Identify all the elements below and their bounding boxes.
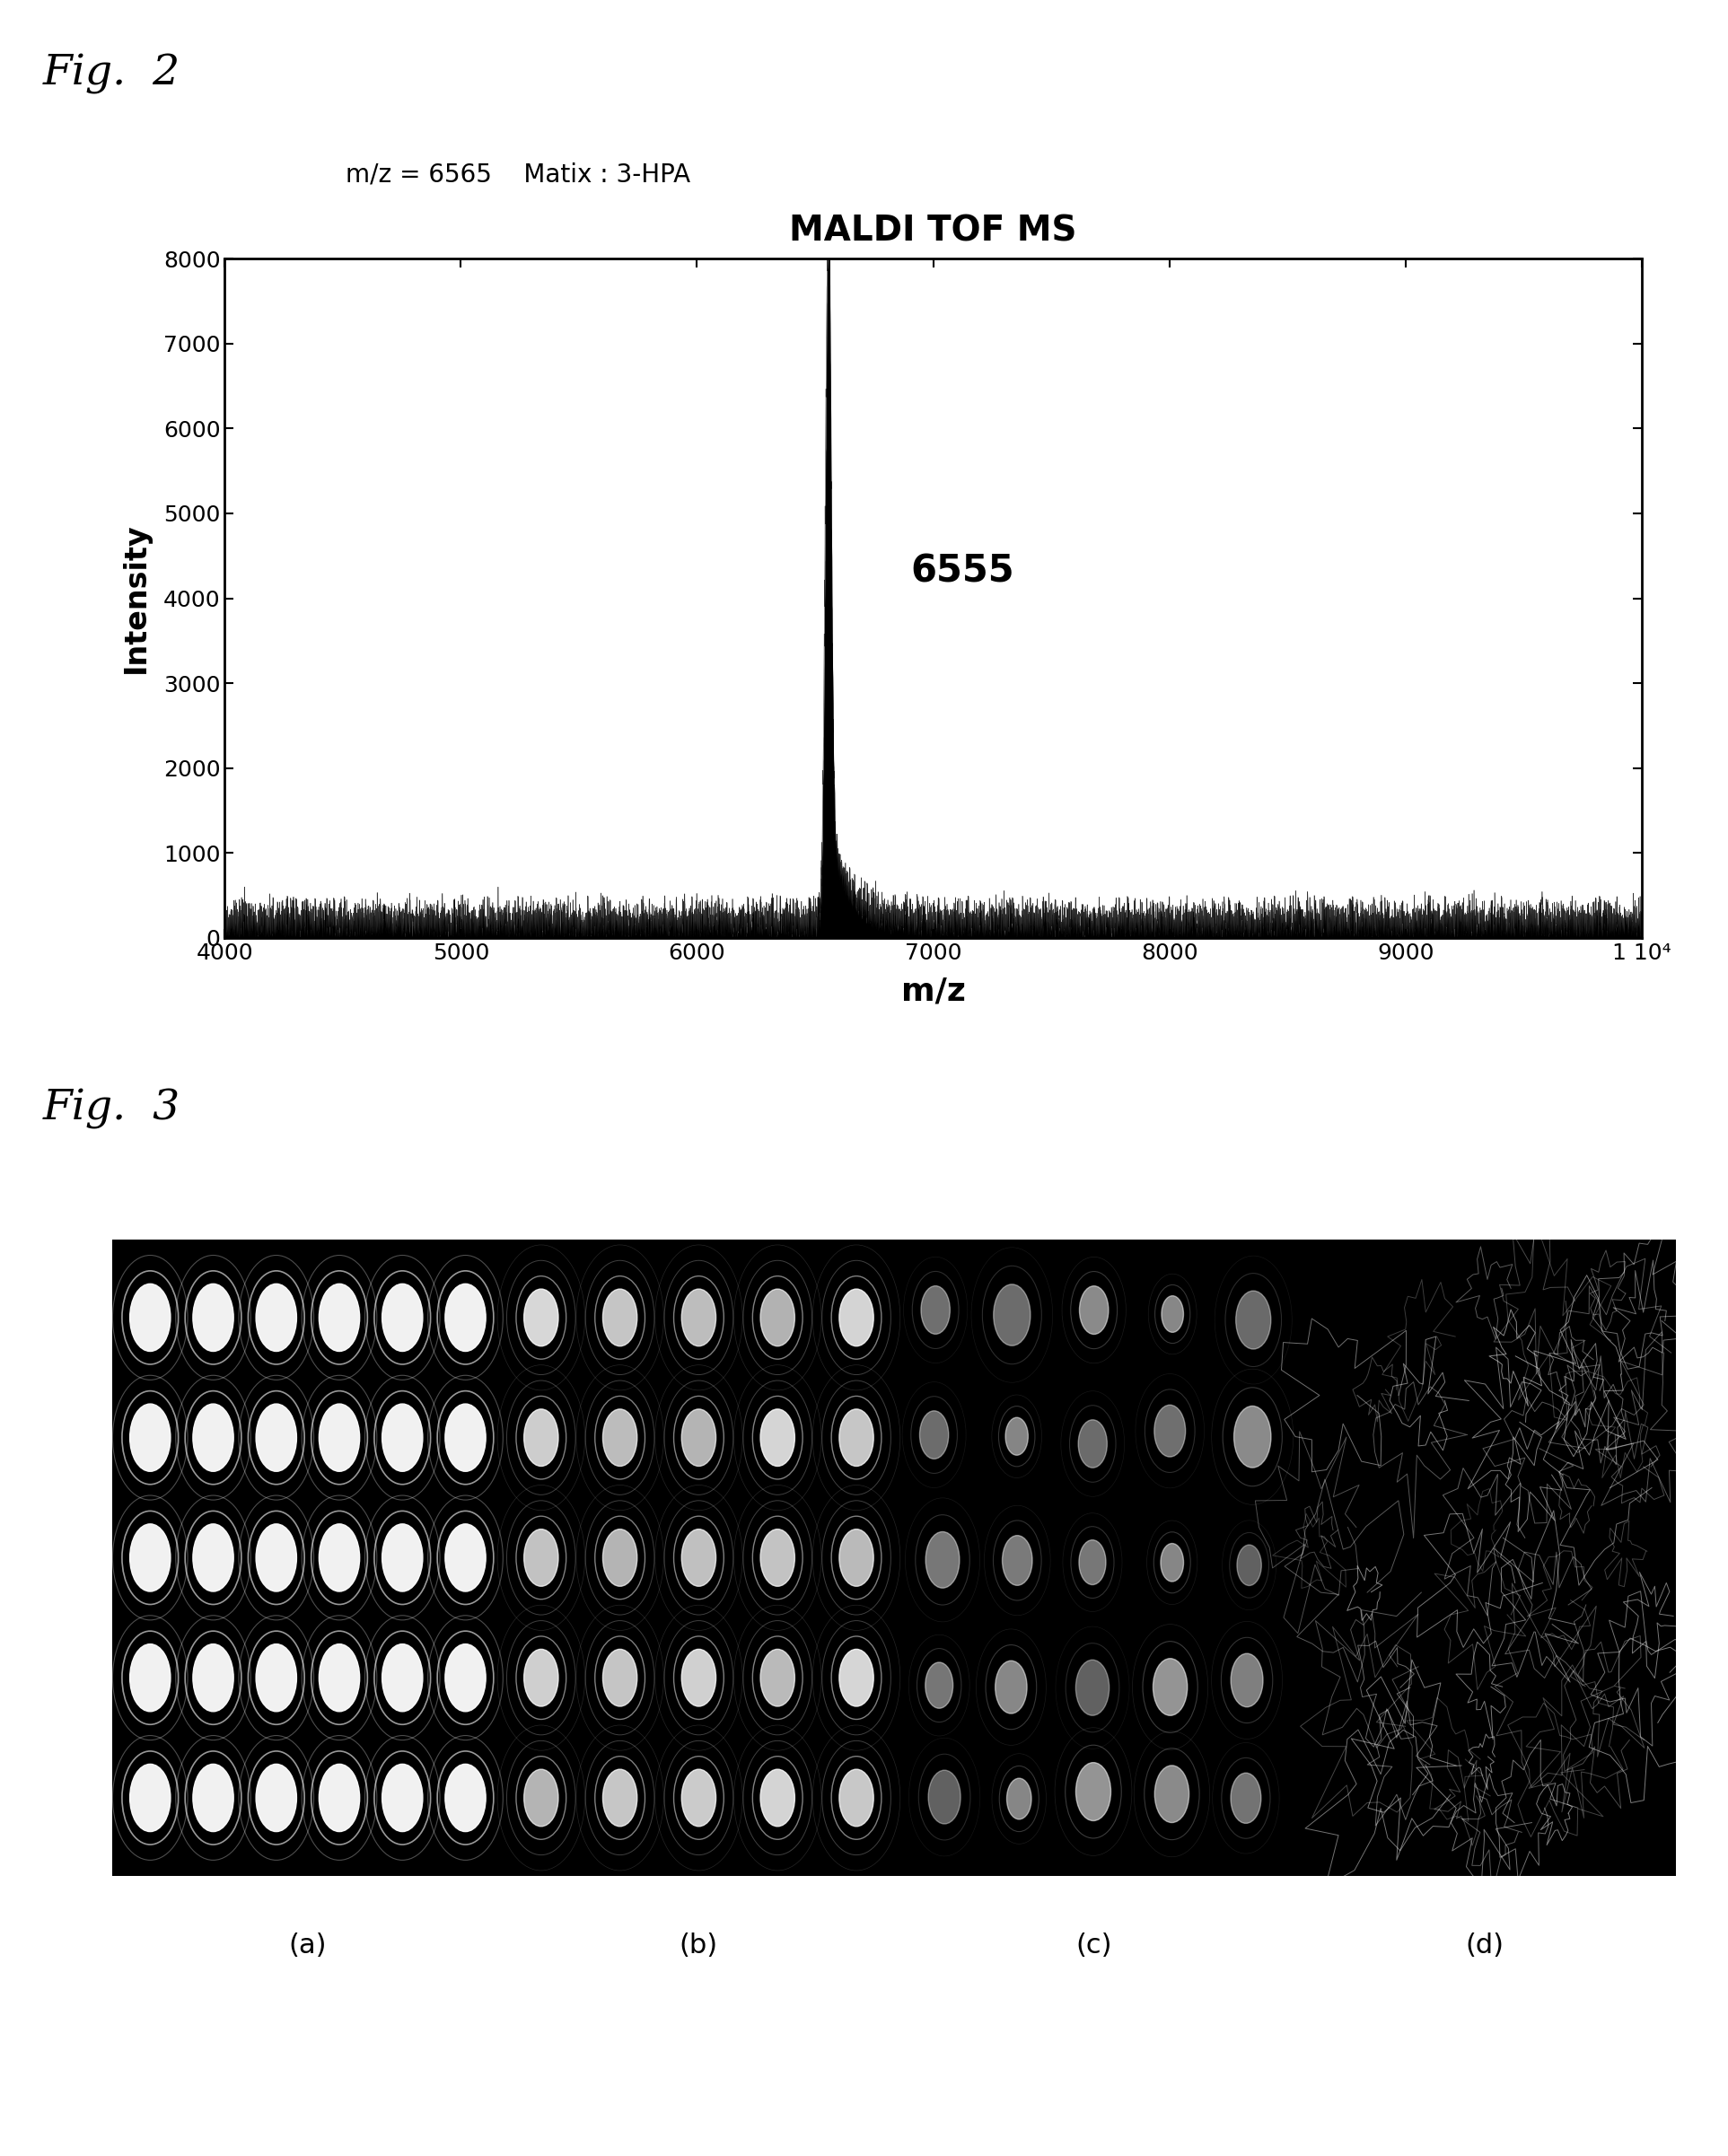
Circle shape <box>194 1645 233 1712</box>
Circle shape <box>256 1524 297 1591</box>
Circle shape <box>994 1285 1030 1345</box>
Circle shape <box>446 1283 486 1352</box>
Circle shape <box>194 1404 233 1470</box>
Circle shape <box>320 1764 359 1833</box>
Circle shape <box>446 1645 486 1712</box>
Circle shape <box>603 1289 638 1345</box>
Circle shape <box>1077 1660 1109 1716</box>
Circle shape <box>1006 1416 1028 1455</box>
Circle shape <box>603 1529 638 1587</box>
Circle shape <box>320 1404 359 1470</box>
Circle shape <box>524 1770 558 1826</box>
Circle shape <box>840 1410 874 1466</box>
Circle shape <box>681 1529 715 1587</box>
Circle shape <box>924 1662 954 1708</box>
X-axis label: m/z: m/z <box>900 977 966 1007</box>
Circle shape <box>1078 1539 1106 1585</box>
Circle shape <box>681 1649 715 1705</box>
Circle shape <box>840 1529 874 1587</box>
Circle shape <box>194 1524 233 1591</box>
Circle shape <box>760 1770 795 1826</box>
Circle shape <box>194 1283 233 1352</box>
Circle shape <box>1236 1291 1270 1350</box>
Circle shape <box>1161 1296 1184 1332</box>
Circle shape <box>320 1283 359 1352</box>
Circle shape <box>603 1770 638 1826</box>
Circle shape <box>1230 1772 1261 1824</box>
Circle shape <box>760 1649 795 1705</box>
Circle shape <box>840 1289 874 1345</box>
Circle shape <box>1154 1406 1185 1457</box>
Circle shape <box>194 1764 233 1833</box>
Bar <box>112 1240 1676 1876</box>
Circle shape <box>130 1404 171 1470</box>
Circle shape <box>1002 1535 1032 1585</box>
Circle shape <box>681 1410 715 1466</box>
Text: 6555: 6555 <box>911 552 1014 591</box>
Circle shape <box>926 1531 959 1589</box>
Y-axis label: Intensity: Intensity <box>121 524 150 673</box>
Circle shape <box>320 1524 359 1591</box>
Circle shape <box>524 1289 558 1345</box>
Text: (d): (d) <box>1465 1932 1503 1960</box>
Circle shape <box>1077 1764 1111 1820</box>
Circle shape <box>382 1764 423 1833</box>
Circle shape <box>1080 1285 1109 1335</box>
Circle shape <box>382 1283 423 1352</box>
Text: Fig.  3: Fig. 3 <box>43 1089 181 1130</box>
Text: Fig.  2: Fig. 2 <box>43 54 181 95</box>
Circle shape <box>524 1410 558 1466</box>
Circle shape <box>382 1645 423 1712</box>
Circle shape <box>760 1289 795 1345</box>
Circle shape <box>921 1285 950 1335</box>
Circle shape <box>382 1404 423 1470</box>
Circle shape <box>256 1283 297 1352</box>
Circle shape <box>995 1660 1026 1714</box>
Circle shape <box>1230 1654 1263 1708</box>
Circle shape <box>1234 1406 1272 1468</box>
Circle shape <box>919 1410 949 1460</box>
Text: m/z = 6565    Matix : 3-HPA: m/z = 6565 Matix : 3-HPA <box>346 162 691 188</box>
Circle shape <box>446 1404 486 1470</box>
Circle shape <box>603 1410 638 1466</box>
Circle shape <box>446 1524 486 1591</box>
Circle shape <box>928 1770 961 1824</box>
Circle shape <box>1154 1766 1189 1822</box>
Circle shape <box>130 1764 171 1833</box>
Text: (b): (b) <box>679 1932 719 1960</box>
Circle shape <box>1161 1544 1184 1583</box>
Title: MALDI TOF MS: MALDI TOF MS <box>790 213 1077 248</box>
Circle shape <box>760 1410 795 1466</box>
Circle shape <box>1007 1779 1032 1820</box>
Circle shape <box>681 1289 715 1345</box>
Text: (c): (c) <box>1075 1932 1111 1960</box>
Circle shape <box>256 1404 297 1470</box>
Circle shape <box>382 1524 423 1591</box>
Circle shape <box>130 1524 171 1591</box>
Circle shape <box>524 1529 558 1587</box>
Circle shape <box>840 1770 874 1826</box>
Circle shape <box>603 1649 638 1705</box>
Circle shape <box>840 1649 874 1705</box>
Circle shape <box>256 1645 297 1712</box>
Circle shape <box>130 1283 171 1352</box>
Circle shape <box>681 1770 715 1826</box>
Circle shape <box>130 1645 171 1712</box>
Circle shape <box>760 1529 795 1587</box>
Circle shape <box>1153 1658 1187 1716</box>
Circle shape <box>446 1764 486 1833</box>
Circle shape <box>1237 1546 1261 1585</box>
Circle shape <box>320 1645 359 1712</box>
Circle shape <box>524 1649 558 1705</box>
Circle shape <box>1078 1421 1108 1468</box>
Text: (a): (a) <box>289 1932 327 1960</box>
Circle shape <box>256 1764 297 1833</box>
